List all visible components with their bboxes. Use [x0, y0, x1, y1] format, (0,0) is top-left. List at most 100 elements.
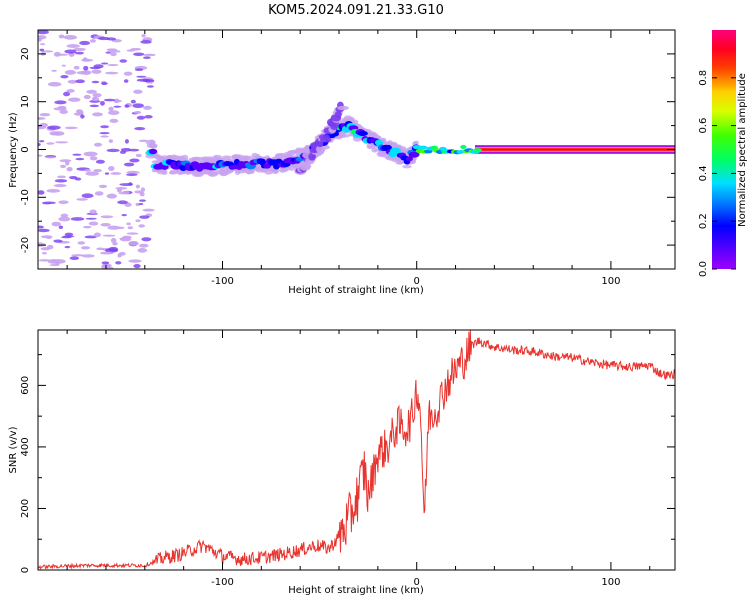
noise-speck — [119, 237, 130, 240]
noise-speck — [92, 93, 102, 98]
noise-speck — [77, 241, 86, 245]
snr-panel: -100 0 100 0 200 400 600 Height of straight li… — [8, 329, 676, 596]
noise-speck — [39, 140, 45, 143]
noise-speck — [102, 234, 116, 237]
noise-speck — [51, 69, 57, 72]
noise-speck — [143, 53, 156, 57]
noise-speck — [99, 251, 114, 255]
band-halo — [402, 164, 412, 169]
branch-cell — [315, 145, 324, 154]
noise-speck — [91, 80, 100, 84]
noise-speck — [49, 264, 60, 267]
noise-speck — [110, 52, 117, 57]
colorbar-ticks: 0.0 0.2 0.4 0.6 0.8 — [698, 70, 736, 277]
noise-speck — [60, 213, 69, 218]
y-tick-label: 0 — [20, 146, 31, 152]
noise-speck — [128, 148, 140, 152]
noise-speck — [74, 51, 84, 55]
noise-speck — [103, 98, 116, 102]
noise-speck — [123, 162, 135, 167]
noise-speck — [122, 190, 130, 194]
noise-speck — [129, 158, 140, 163]
noise-speck — [132, 103, 144, 109]
noise-speck — [138, 224, 146, 228]
snr-series-line — [38, 330, 675, 570]
noise-speck — [128, 182, 133, 186]
noise-speck — [76, 198, 88, 201]
noise-speck — [101, 62, 109, 65]
y-tick-label: 10 — [20, 95, 31, 108]
x-tick-label: 0 — [414, 276, 420, 287]
noise-speck — [128, 259, 142, 263]
noise-speck — [93, 142, 103, 147]
noise-speck — [123, 71, 133, 76]
spectrogram-marks — [38, 30, 675, 269]
noise-speck — [80, 114, 85, 119]
noise-speck — [116, 188, 123, 193]
noise-speck — [108, 139, 114, 143]
flat-band-cell — [473, 148, 482, 153]
noise-speck — [119, 251, 126, 256]
noise-speck — [100, 222, 111, 227]
noise-speck — [135, 219, 141, 223]
noise-speck — [60, 75, 69, 79]
noise-speck — [130, 47, 142, 51]
band-halo — [161, 169, 168, 175]
noise-speck — [46, 142, 55, 145]
noise-speck — [121, 213, 127, 217]
noise-speck — [75, 79, 85, 84]
noise-speck — [96, 247, 105, 251]
snr-marks — [38, 330, 675, 570]
noise-speck — [63, 35, 78, 40]
flat-band-core — [474, 148, 675, 151]
noise-speck — [104, 266, 114, 269]
flat-band-cell — [456, 150, 465, 155]
colorbar-tick-label: 0.2 — [698, 213, 709, 229]
branch-cell — [334, 111, 342, 118]
noise-speck — [64, 232, 74, 237]
y-tick-label: 600 — [20, 376, 31, 395]
noise-speck — [80, 246, 91, 250]
band-cell — [408, 151, 420, 158]
noise-speck — [39, 43, 46, 46]
y-tick-label: 0 — [20, 567, 31, 573]
spectrogram-y-axis-label: Frequency (Hz) — [8, 112, 19, 188]
noise-speck — [133, 264, 141, 269]
noise-speck — [143, 56, 151, 60]
noise-speck — [117, 200, 128, 205]
figure-title: KOM5.2024.091.21.33.G10 — [268, 3, 444, 18]
x-tick-label: 100 — [601, 577, 620, 588]
noise-speck — [49, 131, 60, 136]
noise-speck — [119, 59, 128, 63]
noise-speck — [85, 217, 97, 220]
branch-cell — [317, 141, 324, 148]
noise-speck — [136, 78, 150, 82]
noise-speck — [88, 221, 99, 226]
noise-speck — [38, 242, 46, 247]
noise-speck — [104, 172, 110, 175]
branch-cell — [337, 105, 349, 111]
noise-speck — [54, 179, 68, 183]
noise-speck — [130, 99, 136, 104]
noise-speck — [71, 254, 85, 257]
noise-speck — [124, 104, 130, 108]
noise-speck — [58, 200, 69, 205]
band-halo — [150, 143, 158, 149]
colorbar-gradient — [712, 30, 736, 269]
noise-speck — [136, 75, 147, 78]
x-tick-label: -100 — [211, 577, 234, 588]
noise-speck — [55, 141, 69, 144]
noise-speck — [106, 37, 117, 41]
noise-speck — [135, 184, 140, 189]
snr-frame — [37, 329, 676, 571]
band-cell — [148, 148, 158, 155]
noise-speck — [47, 81, 62, 87]
noise-speck — [47, 125, 61, 130]
noise-speck — [54, 100, 67, 105]
noise-speck — [133, 110, 142, 114]
noise-speck — [39, 122, 48, 128]
noise-speck — [94, 191, 104, 196]
flat-band-cell — [417, 145, 428, 150]
noise-speck — [110, 237, 117, 243]
